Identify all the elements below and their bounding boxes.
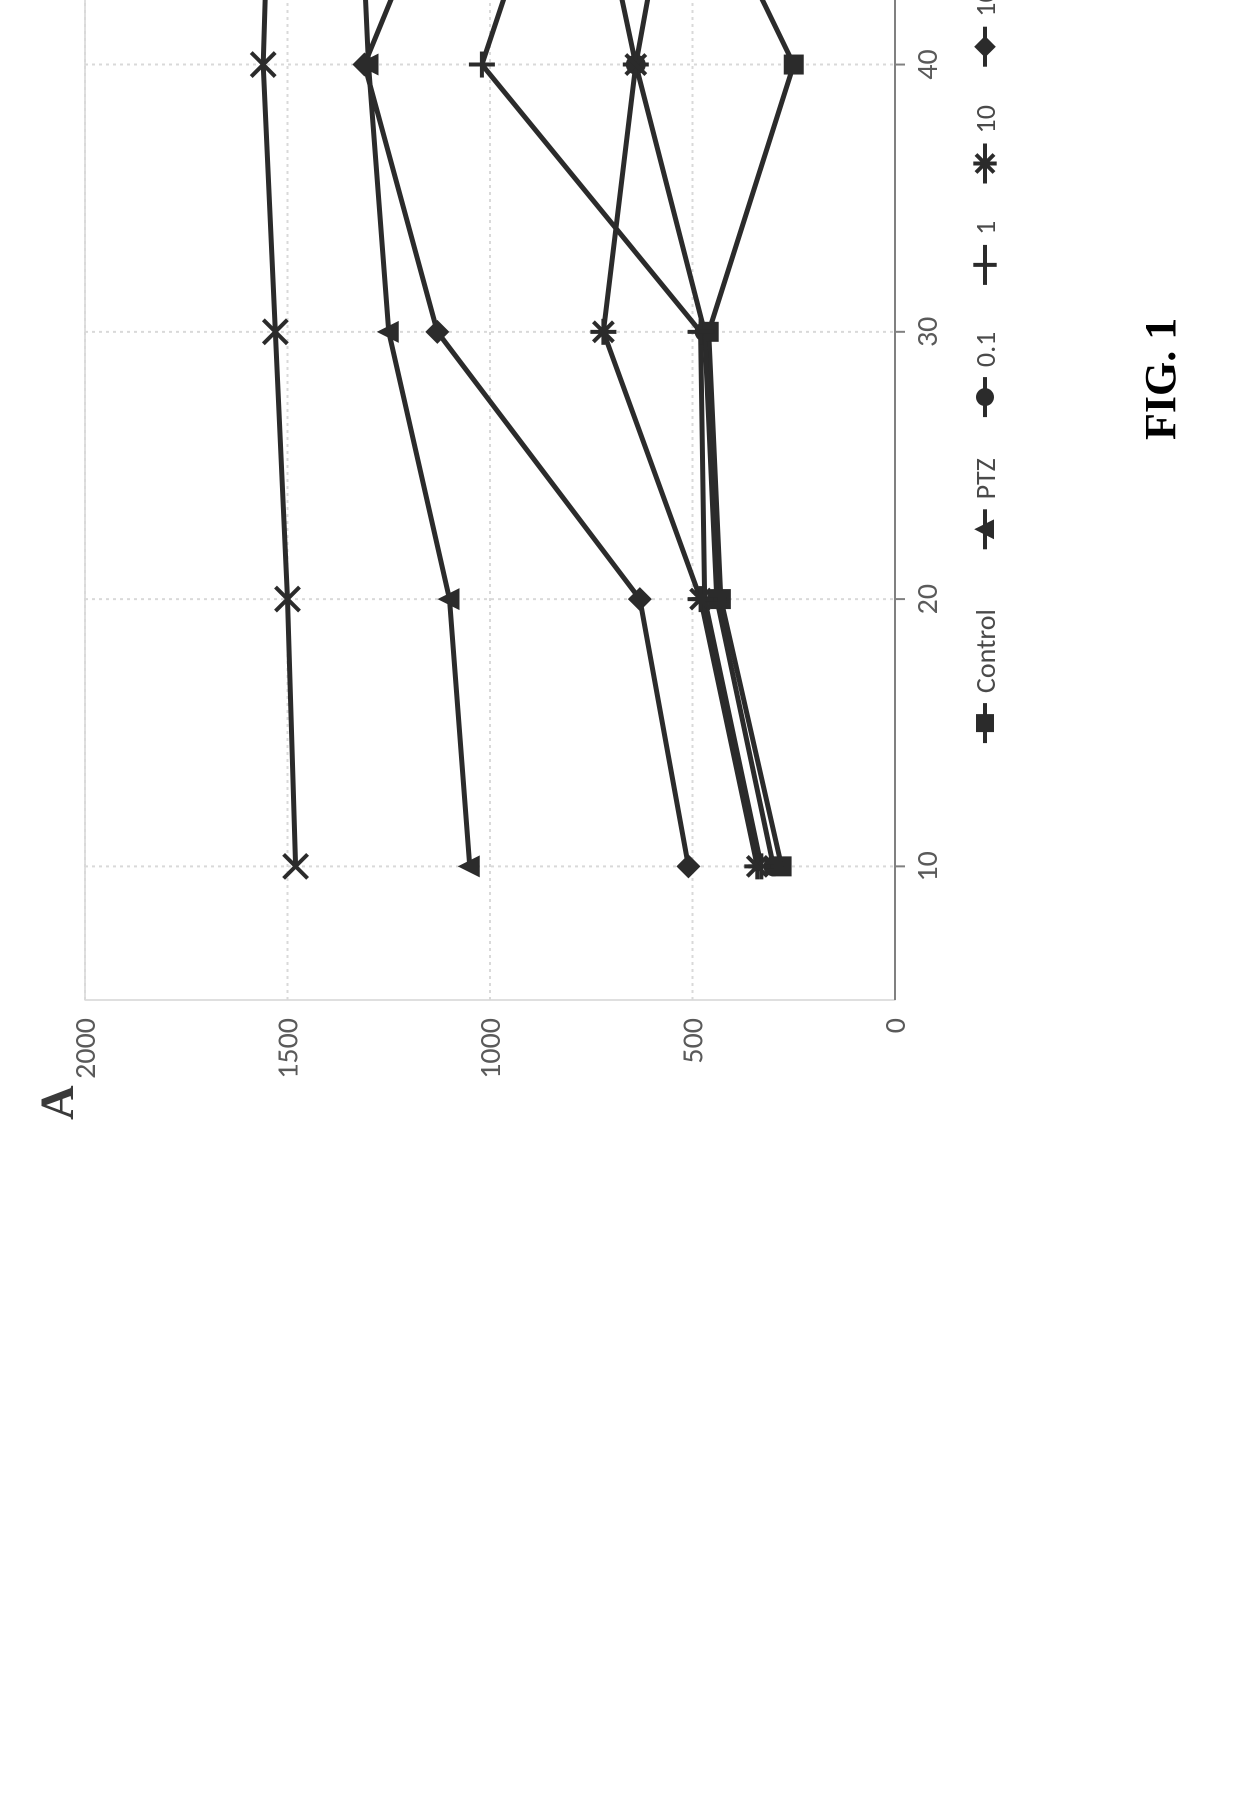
y-tick-label: 500 xyxy=(675,1018,712,1064)
figure-caption: FIG. 1 xyxy=(1135,318,1186,440)
y-tick-label: 1000 xyxy=(472,1018,509,1079)
x-tick-label: 40 xyxy=(909,49,946,79)
y-tick-label: 0 xyxy=(877,1018,914,1033)
y-tick-label: 1500 xyxy=(270,1018,307,1079)
landscape-canvas: A 0500100015002000102030405060ControlPTZ… xyxy=(0,0,1240,1240)
x-tick-label: 10 xyxy=(909,851,946,881)
legend-item-100: 100 xyxy=(968,0,1003,67)
legend-item-1: 1 xyxy=(968,221,1003,285)
legend-label: 0.1 xyxy=(968,332,1003,367)
legend-item-0.1: 0.1 xyxy=(968,332,1003,417)
legend-item-Control: Control xyxy=(968,609,1003,743)
legend-label: 100 xyxy=(968,0,1003,17)
legend: ControlPTZ0.11101001000 xyxy=(968,0,1003,743)
legend-label: 10 xyxy=(968,105,1003,133)
legend-label: PTZ xyxy=(968,458,1003,499)
line-chart: 0500100015002000102030405060ControlPTZ0.… xyxy=(55,0,1055,1130)
y-tick-label: 2000 xyxy=(67,1018,104,1079)
legend-label: Control xyxy=(968,609,1003,693)
x-tick-label: 30 xyxy=(909,317,946,347)
legend-item-PTZ: PTZ xyxy=(968,458,1003,549)
legend-label: 1 xyxy=(968,221,1003,235)
legend-item-10: 10 xyxy=(968,105,1003,183)
x-tick-label: 20 xyxy=(909,584,946,614)
